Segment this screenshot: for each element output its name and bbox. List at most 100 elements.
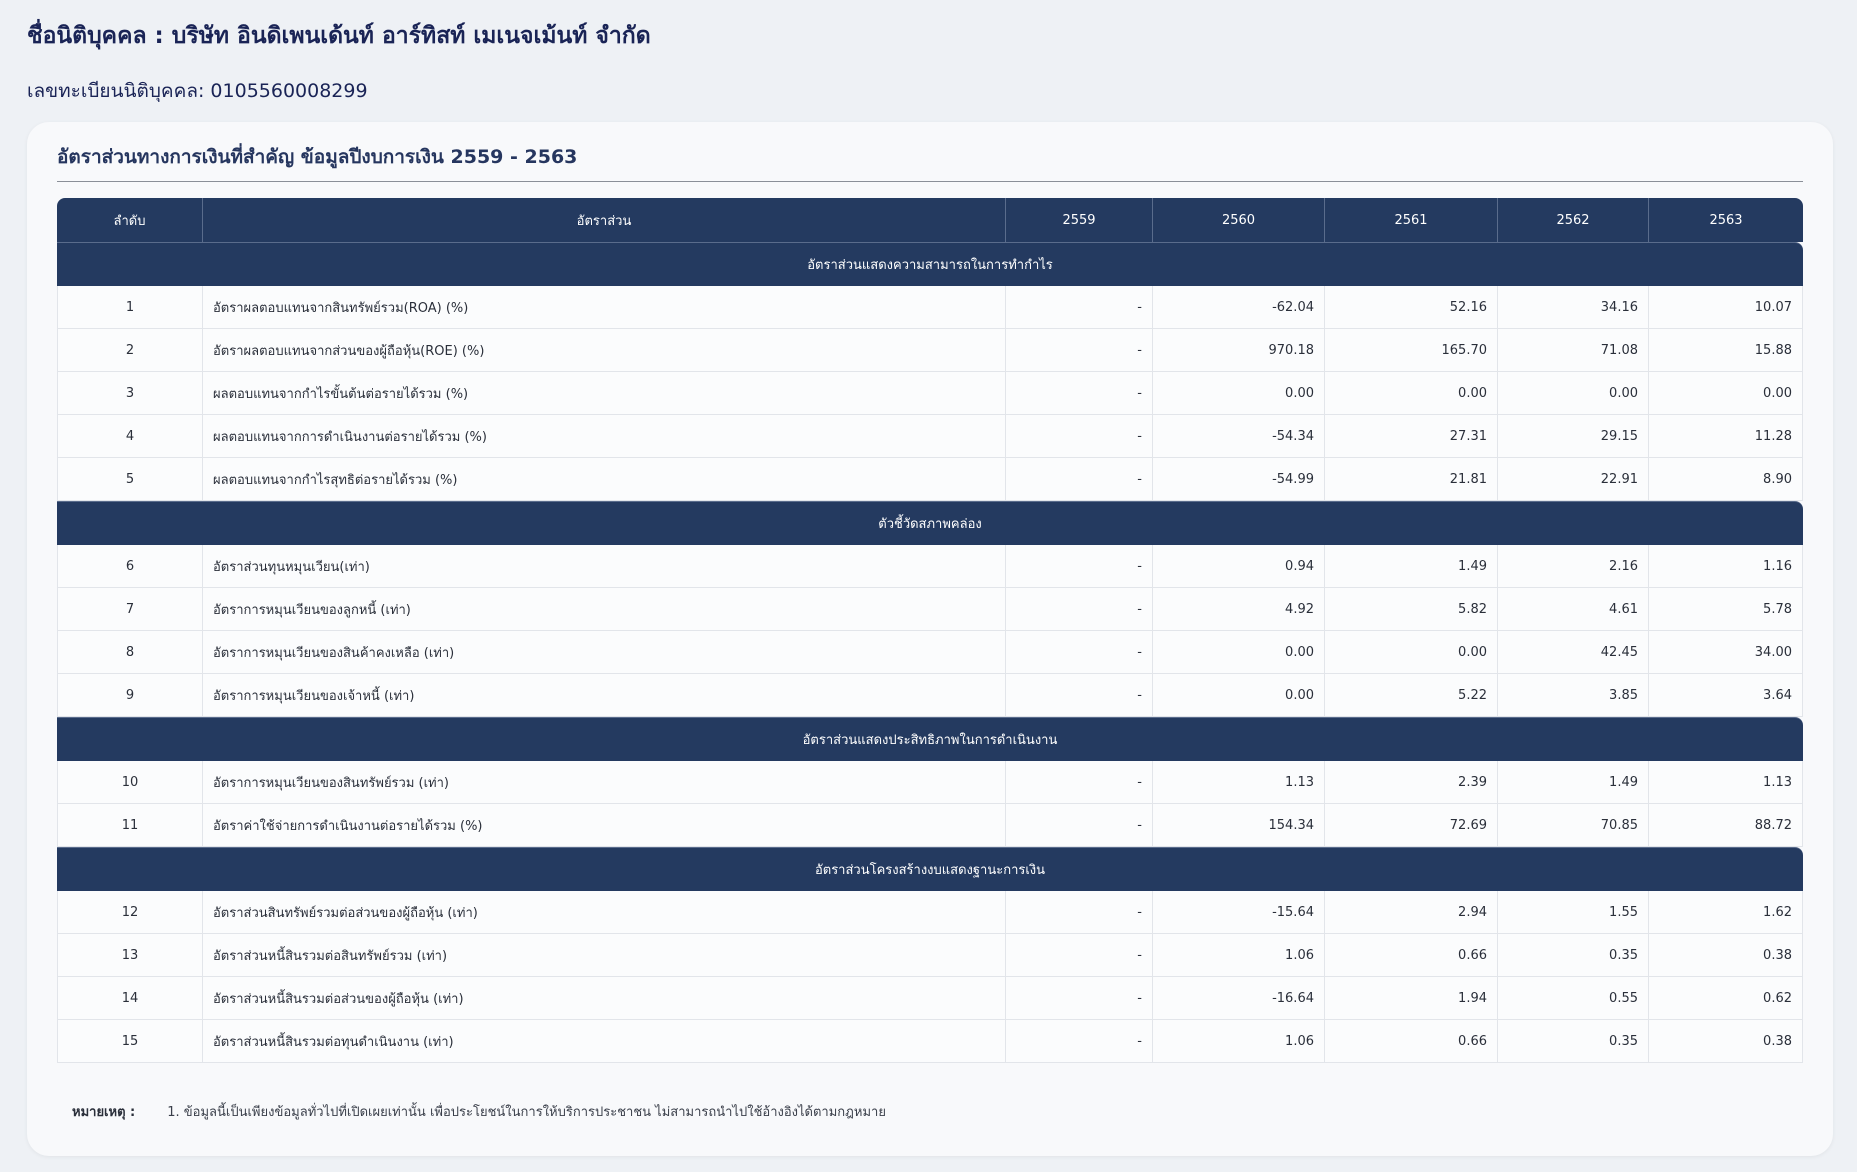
ratio-value-2559: - [1006,286,1153,329]
table-row: 9 อัตราการหมุนเวียนของเจ้าหนี้ (เท่า) -0.0… [57,674,1803,717]
ratio-value-2561: 165.70 [1325,329,1498,372]
ratio-value-2561: 5.82 [1325,588,1498,631]
ratio-value-2560: 4.92 [1153,588,1325,631]
ratio-value-2561: 21.81 [1325,458,1498,501]
row-number: 8 [57,631,203,674]
ratio-value-2561: 2.39 [1325,761,1498,804]
ratio-value-2560: 1.06 [1153,1020,1325,1063]
ratio-value-2560: -62.04 [1153,286,1325,329]
section-title: อัตราส่วนโครงสร้างงบแสดงฐานะการเงิน [57,847,1803,891]
ratio-value-2562: 34.16 [1498,286,1649,329]
row-number: 3 [57,372,203,415]
table-row: 10 อัตราการหมุนเวียนของสินทรัพย์รวม (เท่า… [57,761,1803,804]
row-number: 10 [57,761,203,804]
ratio-value-2562: 0.55 [1498,977,1649,1020]
ratio-value-2562: 29.15 [1498,415,1649,458]
ratio-name: อัตราส่วนหนี้สินรวมต่อทุนดำเนินงาน (เท่า… [203,1020,1006,1063]
ratio-value-2559: - [1006,891,1153,934]
row-number: 6 [57,545,203,588]
ratio-name: อัตราผลตอบแทนจากสินทรัพย์รวม(ROA) (%) [203,286,1006,329]
section-title: อัตราส่วนแสดงประสิทธิภาพในการดำเนินงาน [57,717,1803,761]
ratio-value-2560: -54.34 [1153,415,1325,458]
title-divider [57,181,1803,182]
company-name: ชื่อนิติบุคคล : บริษัท อินดิเพนเด้นท์ อา… [27,23,651,49]
table-row: 14 อัตราส่วนหนี้สินรวมต่อส่วนของผู้ถือหุ้… [57,977,1803,1020]
ratio-value-2561: 2.94 [1325,891,1498,934]
table-row: 12 อัตราส่วนสินทรัพย์รวมต่อส่วนของผู้ถือห… [57,891,1803,934]
table-row: 3 ผลตอบแทนจากกำไรขั้นต้นต่อรายได้รวม (%) -… [57,372,1803,415]
section-header-row: อัตราส่วนแสดงความสามารถในการทำกำไร [57,242,1803,286]
column-header-2562: 2562 [1498,198,1649,242]
ratio-value-2563: 1.13 [1649,761,1803,804]
table-row: 5 ผลตอบแทนจากกำไรสุทธิต่อรายได้รวม (%) - -5… [57,458,1803,501]
ratio-value-2563: 1.62 [1649,891,1803,934]
ratio-value-2560: 0.94 [1153,545,1325,588]
ratio-name: อัตราส่วนหนี้สินรวมต่อส่วนของผู้ถือหุ้น … [203,977,1006,1020]
ratio-name: อัตราการหมุนเวียนของสินทรัพย์รวม (เท่า) [203,761,1006,804]
ratio-name: อัตราการหมุนเวียนของสินค้าคงเหลือ (เท่า) [203,631,1006,674]
section-title: อัตราส่วนแสดงความสามารถในการทำกำไร [57,242,1803,286]
ratio-value-2561: 5.22 [1325,674,1498,717]
ratio-value-2563: 1.16 [1649,545,1803,588]
card-title: อัตราส่วนทางการเงินที่สำคัญ ข้อมูลปีงบกา… [57,146,578,168]
ratio-name: อัตราการหมุนเวียนของเจ้าหนี้ (เท่า) [203,674,1006,717]
ratio-value-2563: 8.90 [1649,458,1803,501]
ratio-name: อัตราการหมุนเวียนของลูกหนี้ (เท่า) [203,588,1006,631]
row-number: 1 [57,286,203,329]
ratio-name: อัตราส่วนทุนหมุนเวียน(เท่า) [203,545,1006,588]
ratio-value-2560: -54.99 [1153,458,1325,501]
ratio-value-2562: 0.35 [1498,934,1649,977]
row-number: 4 [57,415,203,458]
row-number: 15 [57,1020,203,1063]
table-row: 11 อัตราค่าใช้จ่ายการดำเนินงานต่อรายได้รว… [57,804,1803,847]
ratio-value-2560: 970.18 [1153,329,1325,372]
row-number: 5 [57,458,203,501]
ratio-value-2562: 0.00 [1498,372,1649,415]
ratio-name: ผลตอบแทนจากกำไรขั้นต้นต่อรายได้รวม (%) [203,372,1006,415]
ratio-value-2559: - [1006,588,1153,631]
ratio-value-2559: - [1006,329,1153,372]
ratio-value-2561: 0.00 [1325,631,1498,674]
ratio-value-2562: 22.91 [1498,458,1649,501]
ratio-value-2563: 34.00 [1649,631,1803,674]
ratio-value-2563: 10.07 [1649,286,1803,329]
ratio-value-2560: 0.00 [1153,631,1325,674]
ratio-value-2561: 0.00 [1325,372,1498,415]
table-row: 7 อัตราการหมุนเวียนของลูกหนี้ (เท่า) -4.92… [57,588,1803,631]
column-header-ratio: อัตราส่วน [203,198,1006,242]
ratio-value-2562: 1.55 [1498,891,1649,934]
ratio-value-2562: 71.08 [1498,329,1649,372]
row-number: 2 [57,329,203,372]
footnote: หมายเหตุ : 1. ข้อมูลนี้เป็นเพียงข้อมูลทั่… [72,1101,886,1122]
ratio-value-2559: - [1006,545,1153,588]
row-number: 9 [57,674,203,717]
ratio-value-2559: - [1006,415,1153,458]
row-number: 11 [57,804,203,847]
ratio-value-2559: - [1006,631,1153,674]
table-body: อัตราส่วนแสดงความสามารถในการทำกำไร 1 อัตรา… [57,242,1803,1063]
ratio-value-2563: 0.38 [1649,1020,1803,1063]
ratio-value-2559: - [1006,1020,1153,1063]
column-header-2560: 2560 [1153,198,1325,242]
ratio-value-2561: 0.66 [1325,934,1498,977]
row-number: 13 [57,934,203,977]
table-header-row: ลำดับ อัตราส่วน 2559 2560 2561 2562 2563 [57,198,1803,242]
table-row: 4 ผลตอบแทนจากการดำเนินงานต่อรายได้รวม (%)… [57,415,1803,458]
ratio-value-2562: 42.45 [1498,631,1649,674]
ratio-name: อัตราส่วนหนี้สินรวมต่อสินทรัพย์รวม (เท่า… [203,934,1006,977]
section-header-row: ตัวชี้วัดสภาพคล่อง [57,501,1803,545]
row-number: 12 [57,891,203,934]
ratio-table: ลำดับ อัตราส่วน 2559 2560 2561 2562 2563… [57,198,1803,1063]
ratio-value-2563: 0.38 [1649,934,1803,977]
table-row: 6 อัตราส่วนทุนหมุนเวียน(เท่า) -0.94 1.49 2.1… [57,545,1803,588]
ratio-value-2563: 88.72 [1649,804,1803,847]
row-number: 7 [57,588,203,631]
table-row: 13 อัตราส่วนหนี้สินรวมต่อสินทรัพย์รวม (เท… [57,934,1803,977]
ratio-value-2560: 0.00 [1153,674,1325,717]
ratio-value-2561: 1.94 [1325,977,1498,1020]
ratio-value-2561: 52.16 [1325,286,1498,329]
ratio-name: อัตราผลตอบแทนจากส่วนของผู้ถือหุ้น(ROE) (… [203,329,1006,372]
ratio-value-2559: - [1006,674,1153,717]
ratio-value-2559: - [1006,934,1153,977]
ratio-value-2563: 0.62 [1649,977,1803,1020]
